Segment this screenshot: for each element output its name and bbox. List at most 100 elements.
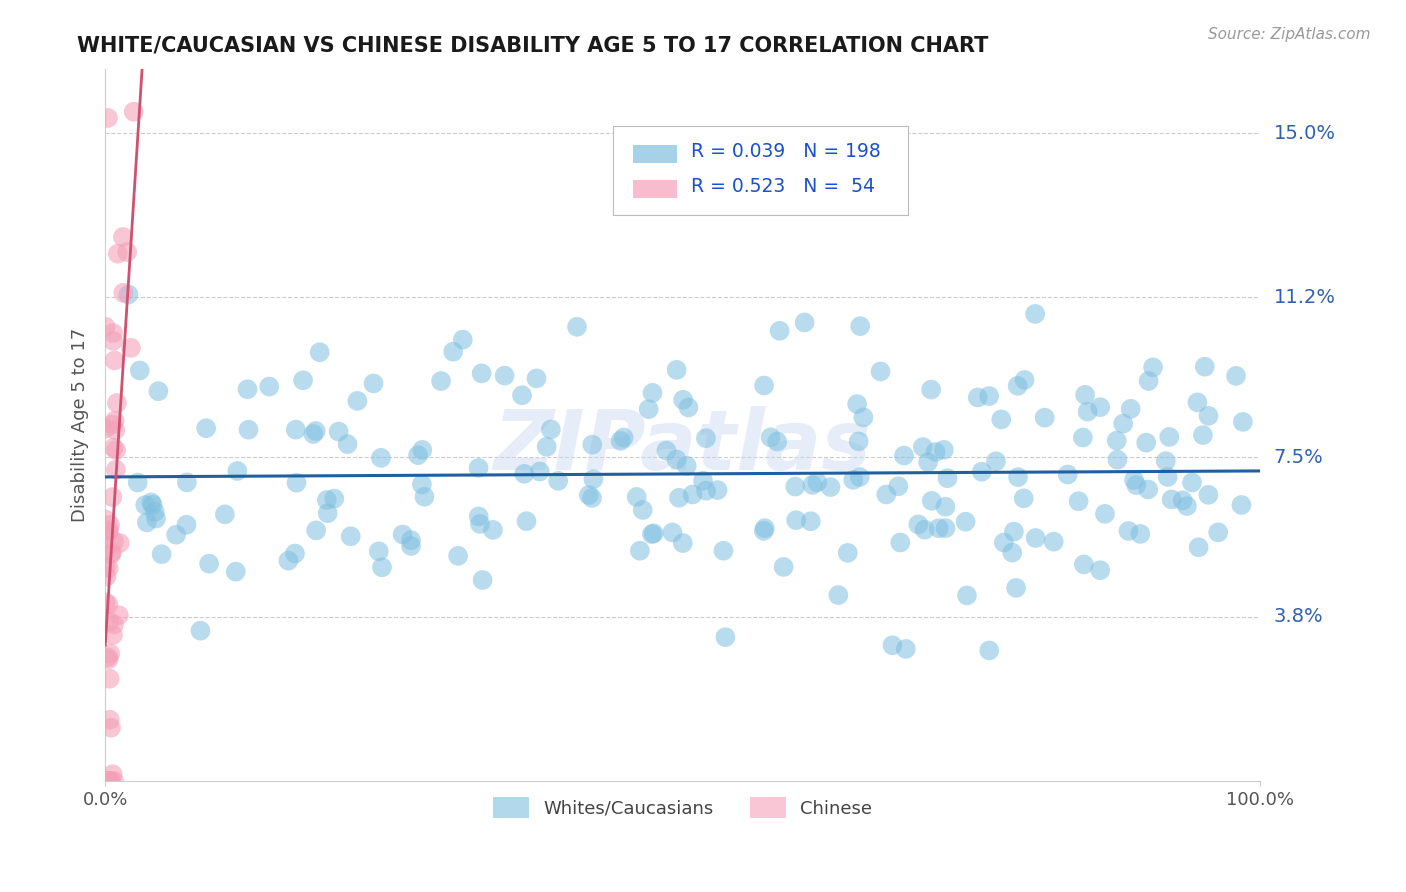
Point — [141, 495, 163, 509]
Point — [536, 440, 558, 454]
Point — [105, 443, 128, 458]
Point — [668, 491, 690, 505]
Point — [1105, 434, 1128, 448]
Point — [101, 628, 124, 642]
Point — [806, 475, 828, 490]
Point — [752, 378, 775, 392]
Point — [924, 445, 946, 459]
Point — [1175, 499, 1198, 513]
Point — [993, 535, 1015, 549]
Point — [526, 371, 548, 385]
Point — [399, 533, 422, 548]
Point — [914, 523, 936, 537]
Point — [1206, 525, 1229, 540]
Point — [94, 595, 117, 609]
Point — [101, 326, 124, 340]
Point — [302, 427, 325, 442]
Point — [917, 455, 939, 469]
Point — [628, 543, 651, 558]
Point — [198, 557, 221, 571]
Point — [100, 721, 122, 735]
Point — [471, 367, 494, 381]
Point — [236, 382, 259, 396]
Point — [540, 422, 562, 436]
Point — [94, 774, 117, 789]
Point — [1125, 478, 1147, 492]
Text: WHITE/CAUCASIAN VS CHINESE DISABILITY AGE 5 TO 17 CORRELATION CHART: WHITE/CAUCASIAN VS CHINESE DISABILITY AG… — [77, 36, 988, 55]
Legend: Whites/Caucasians, Chinese: Whites/Caucasians, Chinese — [485, 790, 879, 825]
Point — [176, 475, 198, 490]
Point — [97, 598, 120, 612]
Point — [882, 638, 904, 652]
Point — [1194, 359, 1216, 374]
Point — [547, 474, 569, 488]
Point — [970, 465, 993, 479]
Point — [1067, 494, 1090, 508]
Point — [852, 410, 875, 425]
Point — [785, 479, 807, 493]
Point — [846, 397, 869, 411]
Point — [104, 463, 127, 477]
Point — [411, 477, 433, 491]
Point — [920, 383, 942, 397]
Point — [706, 483, 728, 497]
Point — [1112, 417, 1135, 431]
Text: 3.8%: 3.8% — [1274, 607, 1323, 626]
Point — [1024, 307, 1046, 321]
Point — [956, 589, 979, 603]
Point — [98, 713, 121, 727]
Point — [494, 368, 516, 383]
Point — [932, 442, 955, 457]
Point — [907, 517, 929, 532]
Point — [1007, 470, 1029, 484]
Point — [142, 498, 165, 512]
Point — [692, 474, 714, 488]
Point — [97, 650, 120, 665]
Point — [661, 525, 683, 540]
Point — [413, 490, 436, 504]
Point — [328, 425, 350, 439]
Point — [214, 508, 236, 522]
Point — [1005, 581, 1028, 595]
Point — [1197, 488, 1219, 502]
FancyBboxPatch shape — [633, 179, 676, 198]
Point — [1094, 507, 1116, 521]
Point — [94, 774, 117, 789]
Point — [96, 524, 118, 538]
Point — [411, 442, 433, 457]
Point — [100, 548, 122, 562]
Point — [468, 516, 491, 531]
Point — [1154, 454, 1177, 468]
Point — [934, 500, 956, 514]
Point — [665, 363, 688, 377]
Point — [135, 516, 157, 530]
Text: Source: ZipAtlas.com: Source: ZipAtlas.com — [1208, 27, 1371, 42]
FancyBboxPatch shape — [633, 145, 676, 163]
Point — [195, 421, 218, 435]
Point — [1001, 546, 1024, 560]
Point — [1123, 473, 1146, 487]
Point — [226, 464, 249, 478]
Point — [966, 391, 988, 405]
Point — [754, 521, 776, 535]
Point — [96, 543, 118, 558]
Point — [148, 384, 170, 399]
Point — [1187, 395, 1209, 409]
Point — [990, 412, 1012, 426]
Point — [631, 503, 654, 517]
Point — [97, 111, 120, 125]
Point — [984, 454, 1007, 468]
Point — [98, 774, 121, 789]
Point — [529, 465, 551, 479]
Point — [565, 319, 588, 334]
Point — [1230, 498, 1253, 512]
Point — [1090, 400, 1112, 414]
Text: 7.5%: 7.5% — [1274, 448, 1323, 467]
Point — [190, 624, 212, 638]
Point — [101, 490, 124, 504]
Point — [1090, 563, 1112, 577]
Point — [467, 509, 489, 524]
Point — [875, 487, 897, 501]
Point — [1129, 527, 1152, 541]
Point — [936, 471, 959, 485]
